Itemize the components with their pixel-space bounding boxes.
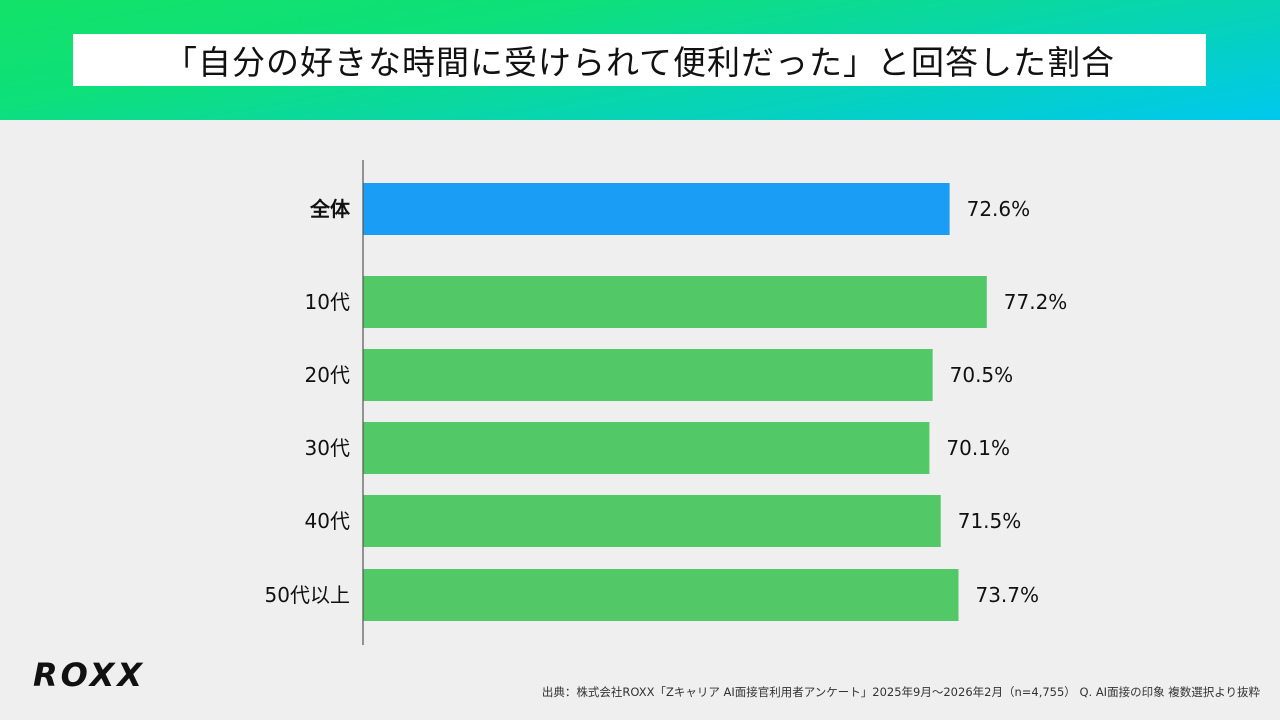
bar-chart: 全体 72.6% 10代 77.2% 20代 70.5% 30代 70.1% 40代 71.5% 5… bbox=[265, 160, 1068, 645]
bar-3 bbox=[363, 422, 930, 474]
category-label: 全体 bbox=[309, 197, 351, 221]
title-box: 「自分の好きな時間に受けられて便利だった」と回答した割合 bbox=[73, 34, 1206, 86]
bar-2 bbox=[363, 349, 933, 401]
value-label: 72.6% bbox=[967, 197, 1031, 221]
category-label: 10代 bbox=[305, 290, 350, 314]
roxx-logo: ROXX bbox=[33, 656, 146, 694]
bar-1 bbox=[363, 276, 987, 328]
source-note: 出典：株式会社ROXX「Zキャリア AI面接官利用者アンケート」2025年9月〜… bbox=[541, 685, 1260, 699]
category-label: 50代以上 bbox=[265, 583, 350, 607]
bar-5 bbox=[363, 569, 959, 621]
page-title: 「自分の好きな時間に受けられて便利だった」と回答した割合 bbox=[163, 43, 1115, 82]
header-banner: 「自分の好きな時間に受けられて便利だった」と回答した割合 bbox=[0, 0, 1280, 120]
value-label: 73.7% bbox=[975, 583, 1039, 607]
bar-0 bbox=[363, 183, 950, 235]
category-label: 20代 bbox=[305, 363, 350, 387]
value-label: 77.2% bbox=[1004, 290, 1068, 314]
bar-4 bbox=[363, 495, 941, 547]
value-label: 70.5% bbox=[950, 363, 1014, 387]
value-label: 70.1% bbox=[946, 436, 1010, 460]
category-label: 40代 bbox=[305, 509, 350, 533]
value-label: 71.5% bbox=[958, 509, 1022, 533]
category-label: 30代 bbox=[305, 436, 350, 460]
